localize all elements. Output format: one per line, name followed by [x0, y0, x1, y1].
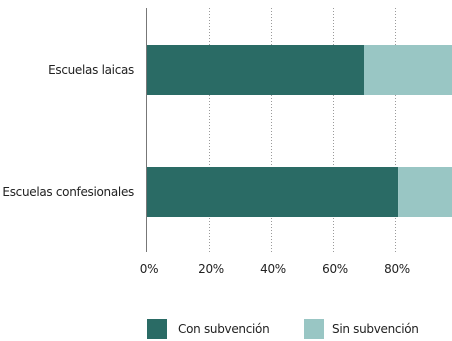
bar-con-subvencion-0: [147, 45, 364, 95]
legend-swatch-sin-subvencion: [304, 319, 324, 339]
x-tick-label-3: 60%: [322, 262, 348, 276]
category-label-0: Escuelas laicas: [48, 63, 134, 77]
x-tick-label-4: 80%: [384, 262, 410, 276]
bar-con-subvencion-1: [147, 167, 399, 217]
legend: Con subvención Sin subvención: [147, 319, 419, 339]
bars: [147, 45, 452, 217]
category-label-1: Escuelas confesionales: [2, 185, 134, 199]
x-tick-label-2: 40%: [260, 262, 286, 276]
category-labels: Escuelas laicas Escuelas confesionales: [2, 63, 134, 199]
legend-label-sin-subvencion: Sin subvención: [332, 322, 419, 336]
bar-sin-subvencion-1: [398, 167, 452, 217]
legend-swatch-con-subvencion: [147, 319, 167, 339]
x-tick-label-0: 0%: [140, 262, 158, 276]
bar-sin-subvencion-0: [364, 45, 452, 95]
x-tick-labels: 0% 20% 40% 60% 80%: [140, 262, 410, 276]
legend-label-con-subvencion: Con subvención: [178, 322, 269, 336]
x-tick-label-1: 20%: [198, 262, 224, 276]
